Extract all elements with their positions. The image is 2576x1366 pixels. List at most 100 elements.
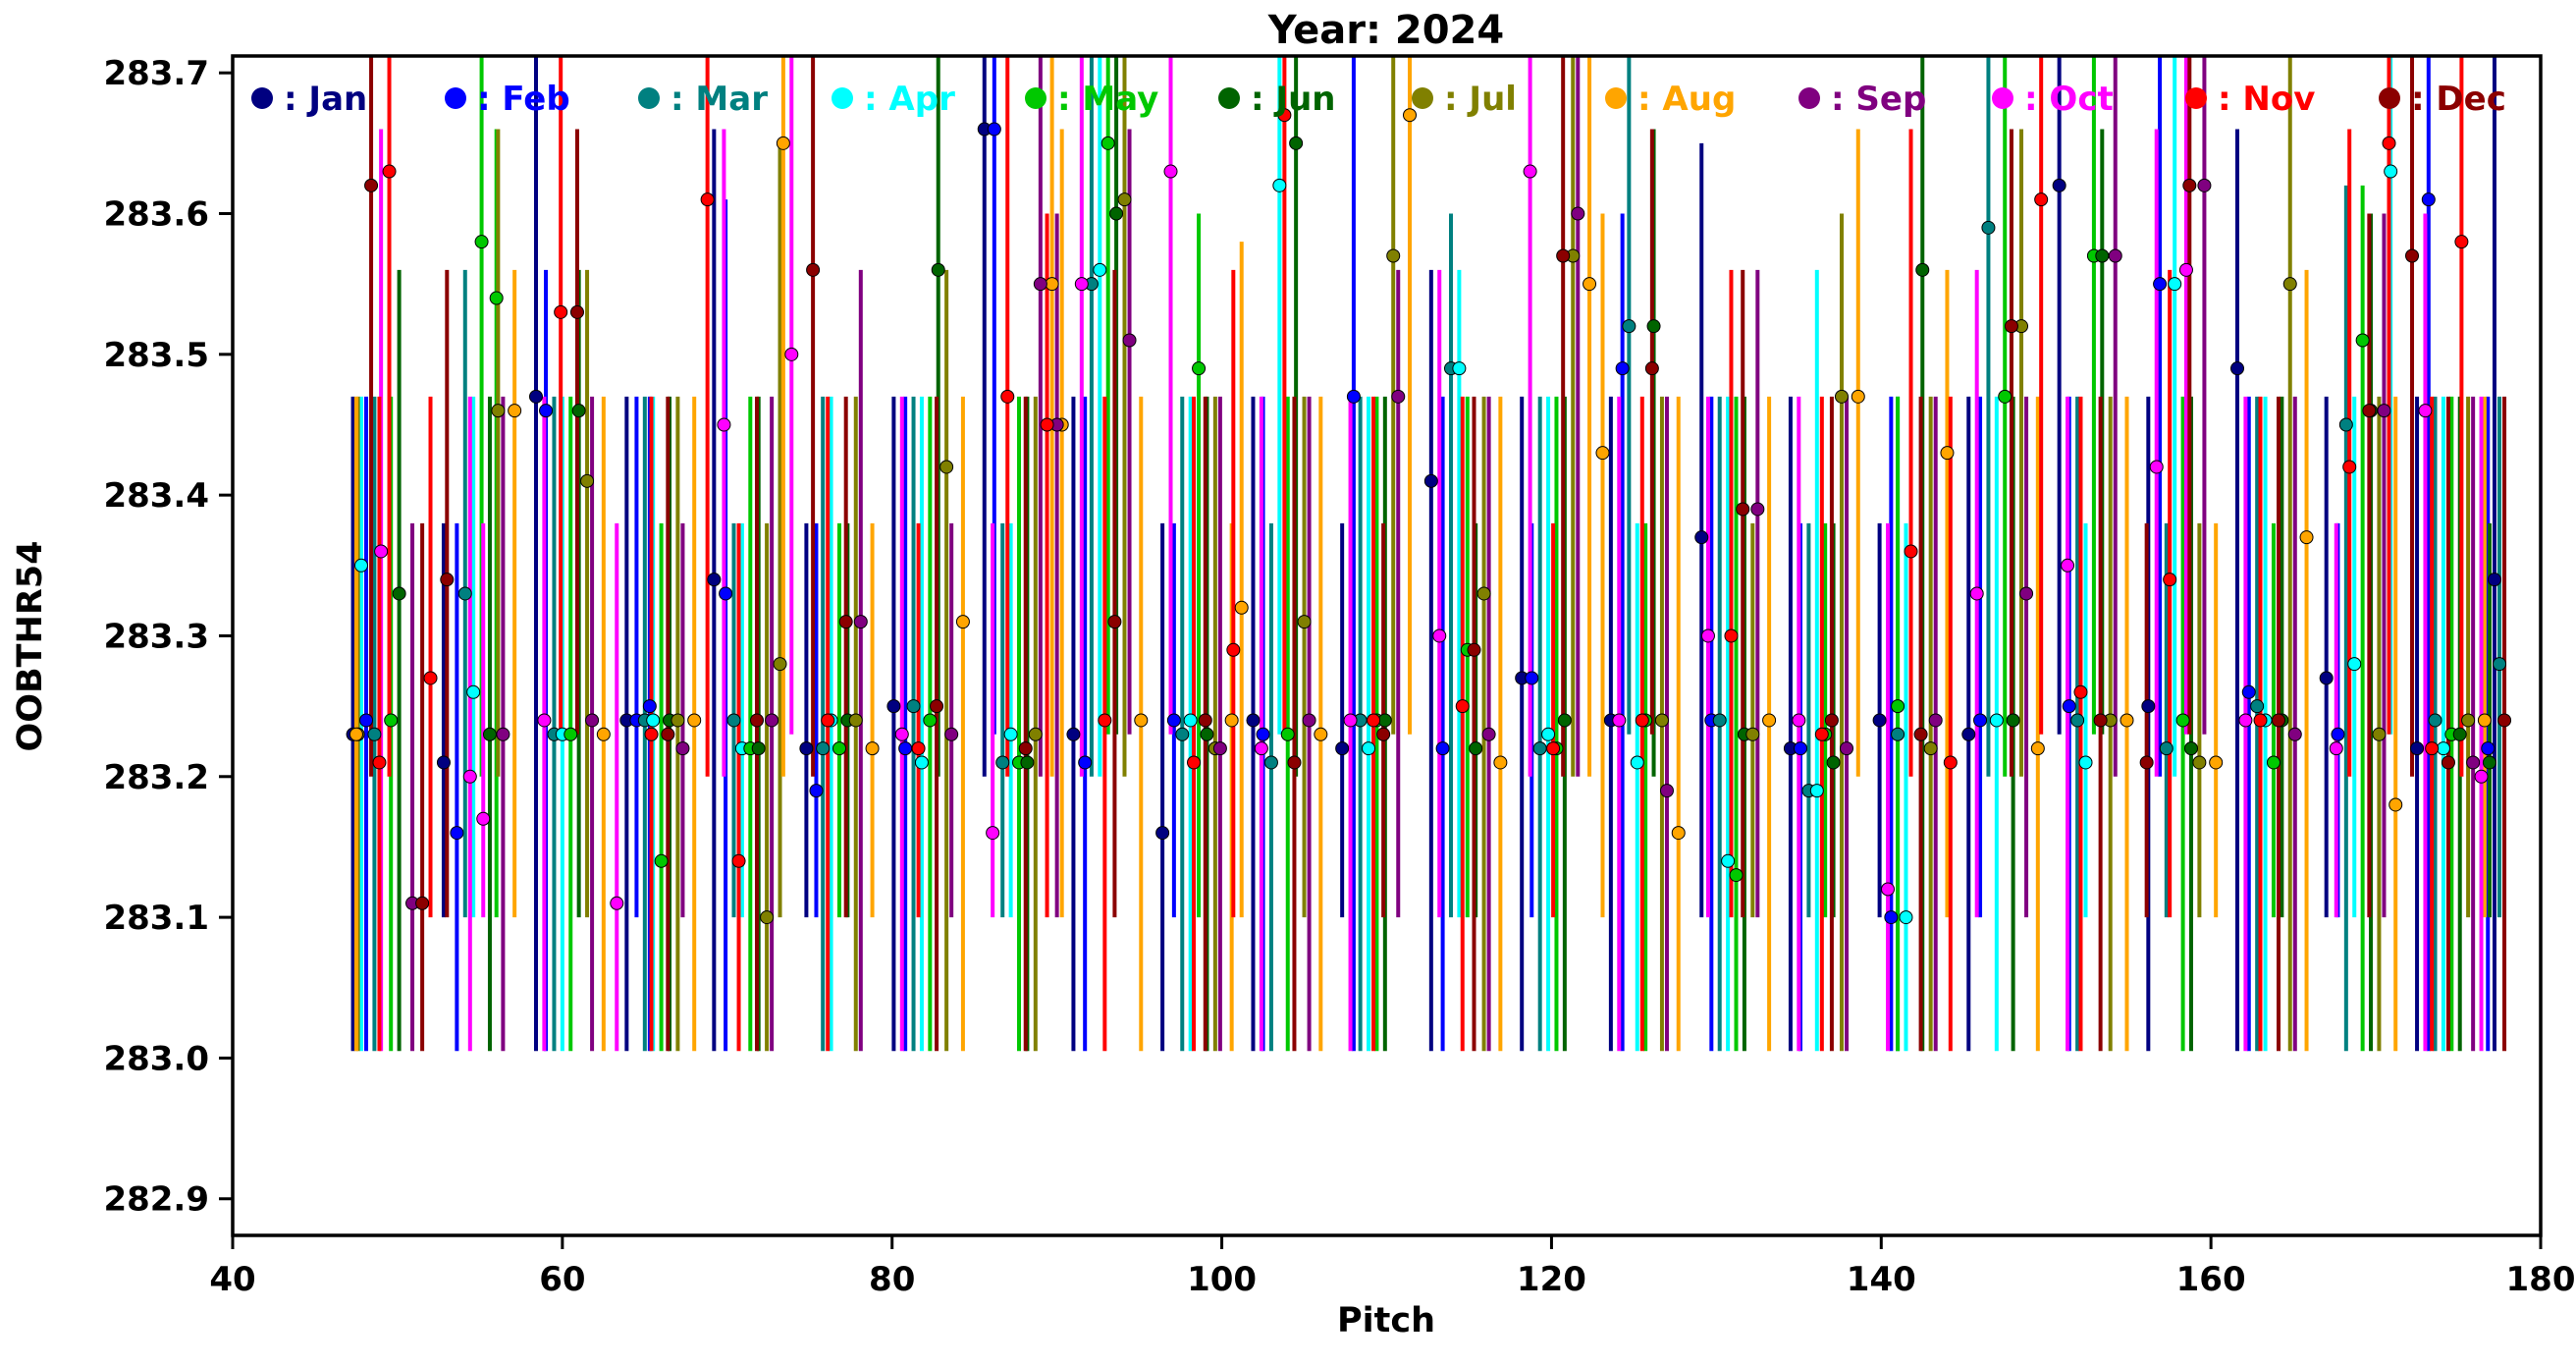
data-point bbox=[1493, 755, 1508, 770]
legend-label: : Feb bbox=[477, 80, 570, 119]
data-point bbox=[799, 741, 814, 756]
legend-marker-icon bbox=[1992, 87, 2013, 109]
data-point bbox=[2006, 713, 2020, 728]
data-point bbox=[726, 713, 741, 728]
data-point bbox=[415, 896, 430, 910]
data-point bbox=[1040, 417, 1054, 432]
markers-layer bbox=[346, 108, 2512, 925]
data-point bbox=[654, 853, 669, 868]
data-point bbox=[1246, 713, 1261, 728]
data-point bbox=[1423, 473, 1438, 488]
data-point bbox=[564, 727, 578, 741]
x-tick-label: 180 bbox=[2506, 1260, 2576, 1299]
x-tick-label: 120 bbox=[1517, 1260, 1586, 1299]
data-point bbox=[2034, 192, 2049, 207]
data-point bbox=[1750, 502, 1765, 517]
data-point bbox=[784, 347, 799, 361]
data-point bbox=[986, 826, 1000, 841]
data-point bbox=[1469, 741, 1483, 756]
data-point bbox=[1943, 755, 1958, 770]
data-point bbox=[2418, 404, 2433, 418]
legend-item: : Nov bbox=[2185, 80, 2315, 119]
x-tick-label: 60 bbox=[539, 1260, 585, 1299]
legend-item: : Apr bbox=[832, 80, 955, 119]
legend-label: : Dec bbox=[2411, 80, 2506, 119]
data-point bbox=[2030, 741, 2045, 756]
data-point bbox=[1891, 699, 1905, 714]
data-point bbox=[1166, 713, 1181, 728]
data-point bbox=[931, 262, 945, 277]
data-point bbox=[719, 586, 733, 601]
data-point bbox=[2319, 671, 2334, 685]
y-tick-label: 283.2 bbox=[103, 758, 209, 797]
data-point bbox=[2078, 755, 2093, 770]
data-point bbox=[2474, 769, 2489, 784]
data-point bbox=[457, 586, 472, 601]
legend-item: : Aug bbox=[1605, 80, 1736, 119]
data-point bbox=[1289, 136, 1304, 150]
data-point bbox=[580, 473, 595, 488]
data-point bbox=[2299, 530, 2314, 545]
data-point bbox=[911, 741, 926, 756]
data-point bbox=[1891, 727, 1905, 741]
data-point bbox=[1671, 826, 1686, 841]
data-point bbox=[2461, 713, 2476, 728]
data-point bbox=[923, 713, 938, 728]
legend-marker-icon bbox=[1798, 87, 1820, 109]
data-point bbox=[2355, 333, 2370, 348]
data-point bbox=[1525, 671, 1539, 685]
data-point bbox=[2425, 741, 2440, 756]
data-point bbox=[2163, 573, 2177, 587]
data-point bbox=[906, 699, 921, 714]
data-point bbox=[642, 699, 657, 714]
data-point bbox=[1314, 727, 1328, 741]
legend-item: : Jul bbox=[1412, 80, 1517, 119]
data-point bbox=[765, 713, 779, 728]
data-point bbox=[2454, 235, 2469, 249]
data-point bbox=[1814, 727, 1829, 741]
data-point bbox=[2209, 755, 2224, 770]
data-point bbox=[2052, 178, 2066, 192]
data-point bbox=[675, 741, 690, 756]
data-point bbox=[1455, 699, 1470, 714]
data-point bbox=[554, 304, 568, 319]
data-point bbox=[1377, 713, 1392, 728]
data-point bbox=[2338, 417, 2353, 432]
data-point bbox=[2436, 741, 2450, 756]
data-point bbox=[1000, 389, 1015, 404]
data-point bbox=[1851, 389, 1865, 404]
data-point bbox=[508, 404, 522, 418]
data-point bbox=[2487, 573, 2501, 587]
x-tick-label: 160 bbox=[2176, 1260, 2246, 1299]
data-point bbox=[2384, 164, 2398, 179]
data-point bbox=[1904, 544, 1918, 559]
data-point bbox=[2182, 178, 2197, 192]
data-point bbox=[2230, 361, 2245, 376]
data-point bbox=[1546, 741, 1561, 756]
data-point bbox=[489, 291, 504, 305]
data-point bbox=[436, 755, 451, 770]
data-point bbox=[1989, 713, 2004, 728]
data-point bbox=[1884, 910, 1899, 925]
data-point bbox=[1981, 220, 1996, 235]
axes-spines bbox=[231, 54, 2543, 1237]
data-point bbox=[2168, 277, 2182, 292]
data-point bbox=[2108, 248, 2122, 263]
data-point bbox=[1481, 727, 1496, 741]
data-point bbox=[1595, 446, 1610, 461]
data-point bbox=[440, 573, 455, 587]
data-point bbox=[1928, 713, 1943, 728]
data-point bbox=[423, 671, 438, 685]
data-point bbox=[939, 460, 954, 474]
data-point bbox=[944, 727, 959, 741]
data-point bbox=[1192, 361, 1207, 376]
data-point bbox=[1254, 741, 1268, 756]
data-point bbox=[491, 404, 506, 418]
data-point bbox=[2271, 713, 2285, 728]
data-point bbox=[1654, 713, 1669, 728]
data-point bbox=[914, 755, 929, 770]
legend-label: : Jul bbox=[1444, 80, 1517, 119]
legend-marker-icon bbox=[1605, 87, 1627, 109]
data-point bbox=[482, 727, 497, 741]
data-point bbox=[955, 615, 970, 629]
